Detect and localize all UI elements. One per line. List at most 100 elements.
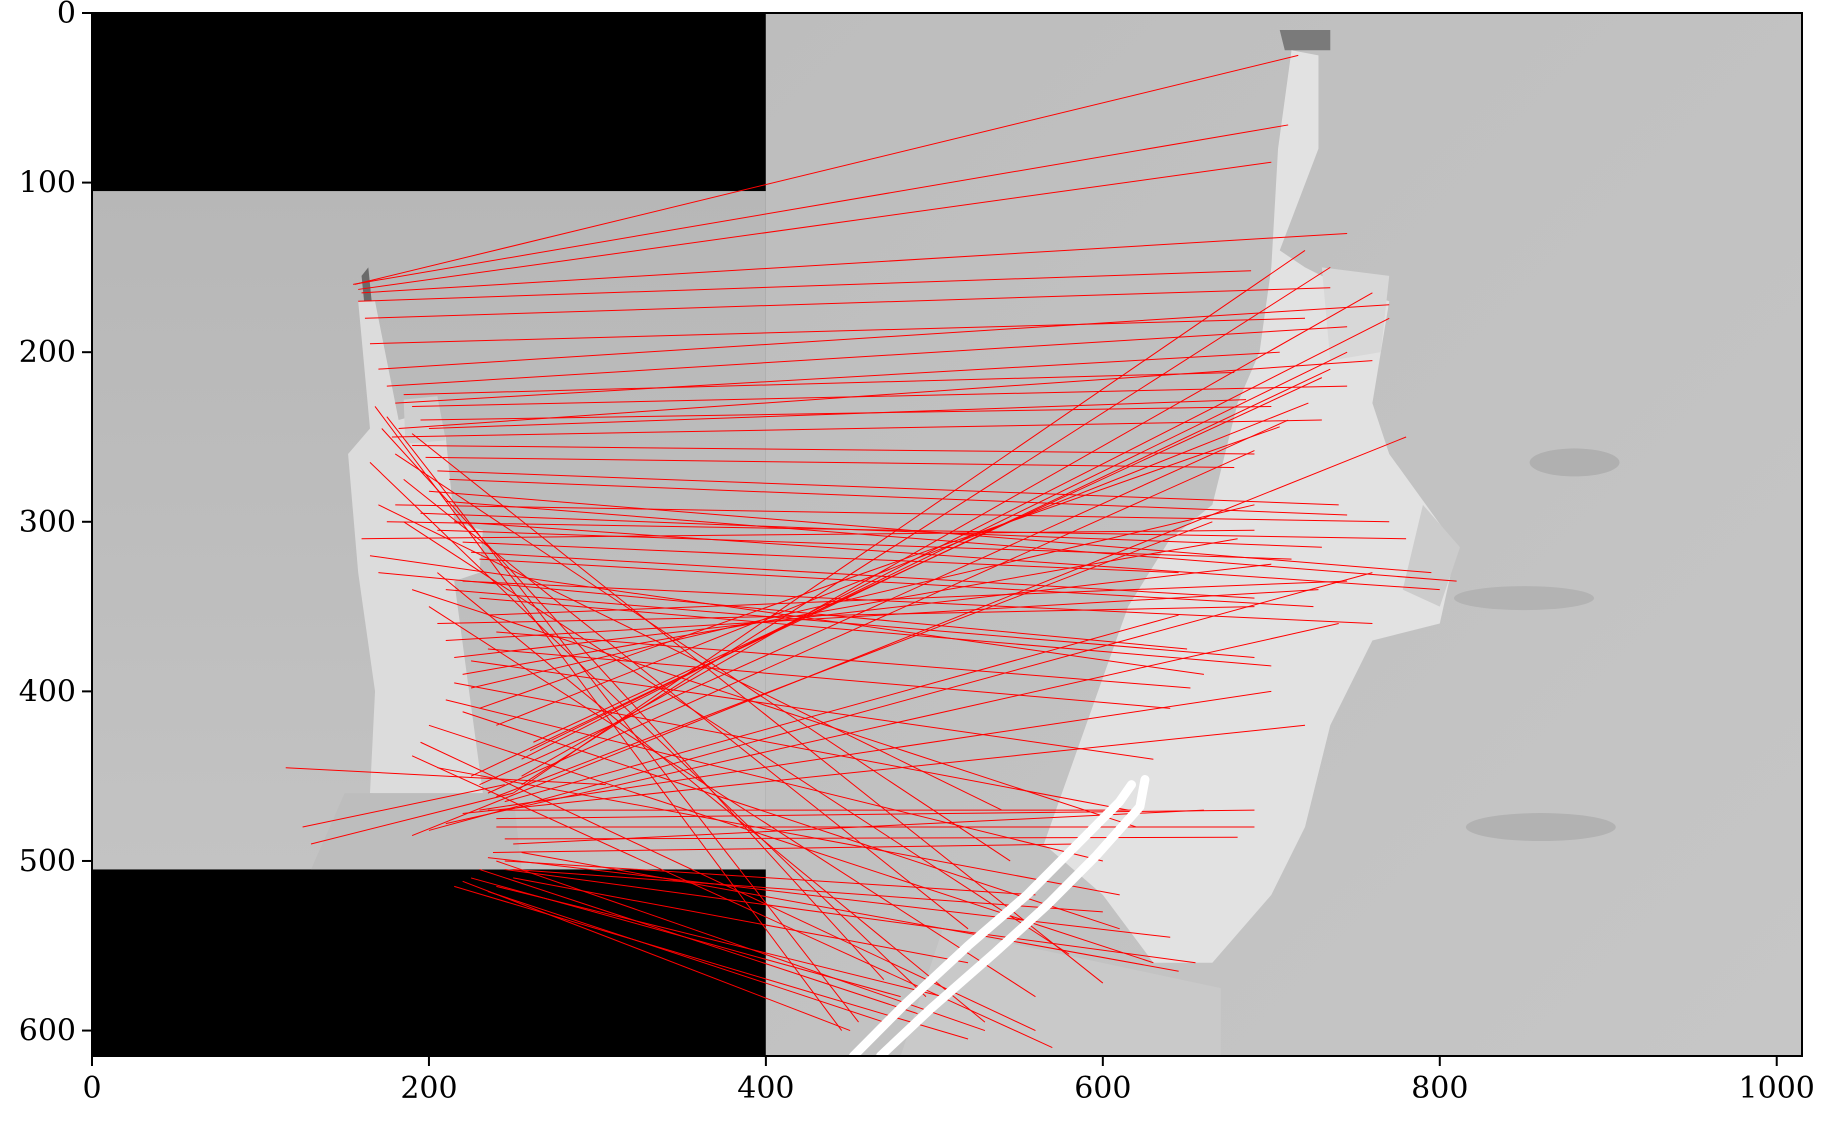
match-line [411,436,1407,836]
match-line [381,428,885,981]
match-line [462,724,1306,814]
match-line [358,161,1272,290]
match-line [361,232,1348,294]
match-line [411,589,1137,828]
match-line [358,270,1252,302]
statue-silhouettes [311,29,1620,1056]
match-line [479,690,1272,811]
match-line [437,572,986,1023]
match-line [403,372,1235,396]
match-line [428,399,1247,430]
right-statue-torch [1279,29,1331,51]
match-line [445,589,1255,658]
match-line [533,377,1323,743]
match-line [369,462,927,998]
y-tick-label: 200 [19,335,76,370]
match-line [420,405,1272,421]
match-line [378,504,1002,811]
match-line [529,351,1348,752]
match-line [454,563,1272,658]
x-tick-label: 0 [82,1071,101,1106]
match-line [394,453,1011,862]
match-line [374,406,843,1031]
match-line [378,304,1390,370]
x-tick-label: 400 [737,1071,794,1106]
match-line [487,857,1171,938]
x-tick-label: 1000 [1739,1071,1815,1106]
plot-frame [91,12,1803,1057]
match-line [354,54,1299,285]
match-line [471,551,1255,599]
match-line [479,868,918,1015]
match-line [496,521,1213,797]
match-line [412,444,1255,455]
match-line [437,470,1339,506]
match-line [428,606,1036,998]
left-statue-body [348,301,483,797]
match-line [428,490,1432,574]
plot-area [92,13,1802,1056]
y-tick-label: 300 [19,505,76,540]
match-line [369,555,1204,675]
match-line [487,450,1255,794]
right-statue-tablet [1402,504,1460,607]
cloud-shape [1529,448,1620,477]
match-line [487,580,1348,616]
y-tick-label: 400 [19,674,76,709]
match-line [395,351,1280,404]
match-line [487,891,884,1023]
match-line [504,860,1036,896]
match-line [310,792,514,845]
match-line [386,416,859,1023]
right-statue-body [1043,50,1457,963]
match-line [364,287,1331,319]
match-line [403,478,969,930]
highlight-curves [848,775,1150,1056]
match-line [513,809,1204,845]
match-line [378,572,1188,650]
match-line [391,419,1322,438]
match-line [445,589,1319,641]
match-line [479,426,1280,709]
y-axis: 0 100 200 300 400 500 600 [19,0,92,1049]
match-line [492,843,1078,853]
match-line [504,868,1196,964]
x-tick-label: 600 [1074,1071,1131,1106]
match-line [479,558,1314,608]
match-line [353,124,1289,285]
match-lines [285,54,1457,1048]
y-tick-label: 0 [57,0,76,31]
y-tick-label: 600 [19,1014,76,1049]
match-line [395,504,1390,523]
match-line [487,648,1171,709]
match-line [521,317,1390,760]
highlight-curve [875,775,1150,1056]
x-axis: 0 200 400 600 800 1000 [82,1056,1815,1106]
y-tick-label: 500 [19,844,76,879]
match-line [496,809,1255,820]
match-line [521,266,1331,786]
match-line [302,784,505,828]
y-tick-label: 100 [19,166,76,201]
x-tick-label: 800 [1411,1071,1468,1106]
match-line [428,572,1373,831]
match-line [386,326,1348,387]
match-line [369,317,1306,345]
match-line [361,529,1255,540]
match-line [512,250,1306,794]
match-line [462,541,1179,574]
match-line [462,880,851,1032]
match-line [504,614,1179,803]
match-line [462,580,1373,625]
match-line [437,606,1255,625]
match-line [449,478,1348,516]
right-statue-head [1321,267,1390,361]
match-line [462,538,1238,675]
match-line [398,360,1373,430]
cloud-shape [1454,586,1595,611]
match-line [496,885,943,998]
match-line [445,623,1339,825]
match-line [496,402,1309,726]
match-line [285,767,606,786]
